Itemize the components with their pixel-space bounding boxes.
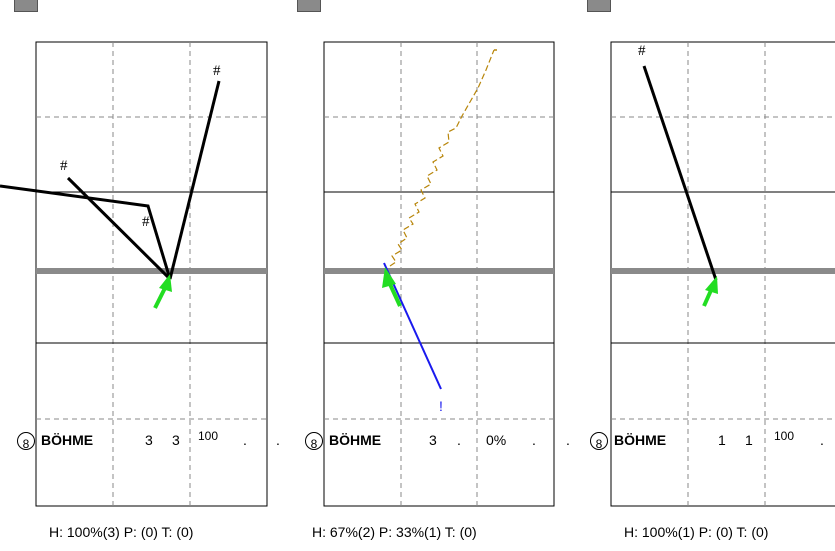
court-diagram-2: !: [323, 41, 555, 507]
player-number-badge: 8: [590, 432, 608, 451]
stat-value-3: 100: [198, 429, 219, 443]
shot-line: [642, 65, 718, 281]
player-row-2: 8 BÖHME 3 . 0% . .: [298, 429, 570, 451]
shot-line-right: [168, 80, 221, 280]
pass-arrow-line: [387, 281, 402, 307]
pass-arrow-head: [382, 267, 396, 288]
player-row-3: 8 BÖHME 1 1 100 .: [583, 429, 835, 451]
header-tab-3[interactable]: [587, 0, 611, 12]
header-tab-1[interactable]: [14, 0, 38, 12]
dot: .: [532, 432, 536, 448]
court-diagram-3: #: [610, 41, 835, 507]
player-name: BÖHME: [614, 432, 667, 448]
stat-value-2: 1: [745, 432, 753, 448]
summary-footer-2: H: 67%(2) P: 33%(1) T: (0): [312, 524, 477, 540]
shot-mark: #: [142, 214, 150, 230]
stat-value-2: 3: [172, 432, 180, 448]
court-panel-2: ! 8 BÖHME 3 . 0% . .: [0, 0, 570, 551]
player-name: BÖHME: [329, 432, 382, 448]
pass-arrow-line: [153, 285, 168, 309]
court-panel-1: # # # 8 BÖHME 3 3 100 . .: [0, 0, 280, 551]
pass-arrow-head: [159, 274, 172, 292]
dot: .: [243, 432, 247, 448]
player-name: BÖHME: [41, 432, 94, 448]
stat-value-1: 1: [718, 432, 726, 448]
summary-footer-3: H: 100%(1) P: (0) T: (0): [624, 524, 769, 540]
shot-line-mid: [66, 176, 172, 281]
stat-value-1: 3: [429, 432, 437, 448]
shot-mark: #: [638, 43, 646, 59]
player-number-badge: 8: [305, 432, 323, 451]
player-row-1: 8 BÖHME 3 3 100 . .: [0, 429, 280, 451]
stat-value-2: .: [457, 432, 461, 448]
header-tab-2[interactable]: [297, 0, 321, 12]
summary-footer-1: H: 100%(3) P: (0) T: (0): [49, 524, 194, 540]
movement-line: [389, 49, 495, 267]
shot-line-left: [0, 184, 172, 280]
dot: .: [820, 432, 824, 448]
shot-mark: #: [60, 158, 68, 174]
dot: .: [276, 432, 280, 448]
shot-mark: #: [213, 63, 221, 79]
stat-value-1: 3: [145, 432, 153, 448]
miss-mark: !: [439, 398, 443, 414]
dot: .: [566, 432, 570, 448]
stat-value-3: 0%: [486, 432, 507, 448]
player-number-badge: 8: [17, 432, 35, 451]
court-diagram-1: # # #: [0, 41, 268, 507]
pass-arrow-head: [705, 276, 718, 294]
stat-value-3: 100: [774, 429, 795, 443]
